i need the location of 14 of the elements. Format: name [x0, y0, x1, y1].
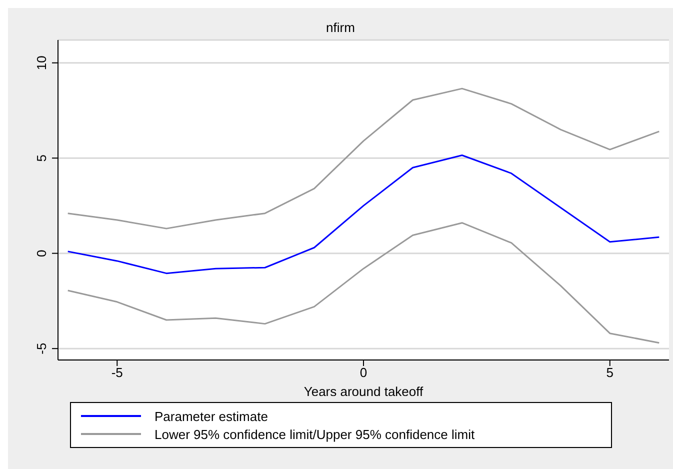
legend-label: Parameter estimate [154, 408, 268, 424]
y-tick-label: 0 [34, 250, 49, 257]
x-axis-title: Years around takeoff [304, 384, 424, 399]
x-tick-label: 5 [606, 365, 614, 380]
x-tick-label: -5 [111, 365, 123, 380]
chart-title: nfirm [325, 19, 356, 36]
y-tick-label: 5 [34, 154, 49, 162]
x-tick-label: 0 [360, 365, 368, 380]
y-tick-label: 10 [34, 56, 49, 70]
legend-label: Lower 95% confidence limit/Upper 95% confidence limit [154, 426, 475, 442]
line-series [67, 88, 660, 230]
line-series [67, 154, 660, 274]
line-series [67, 222, 660, 344]
y-tick-label: -5 [34, 342, 49, 354]
